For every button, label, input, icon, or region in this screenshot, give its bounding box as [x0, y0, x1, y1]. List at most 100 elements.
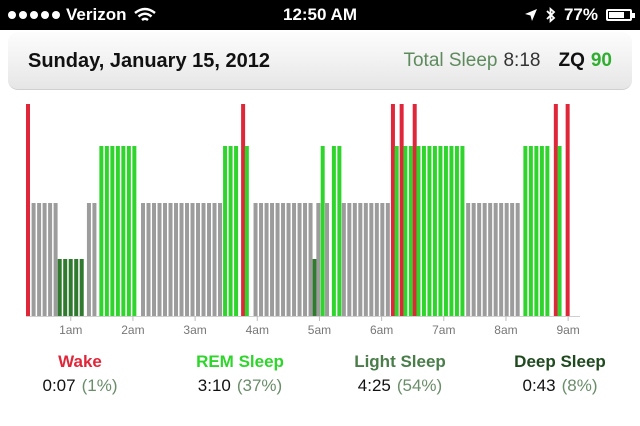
- stage-bar: [126, 146, 131, 316]
- header-card: Sunday, January 15, 2012 Total Sleep 8:1…: [8, 32, 632, 90]
- stage-bar: [374, 203, 379, 316]
- stage-bar: [380, 203, 385, 316]
- stage-segment-light: [341, 203, 390, 316]
- stage-bar: [57, 259, 62, 316]
- location-icon: [524, 9, 537, 21]
- stage-bar: [196, 203, 201, 316]
- stage-bar: [115, 146, 120, 316]
- legend-percent: (37%): [236, 376, 283, 395]
- carrier: Verizon: [8, 5, 157, 25]
- legend-label: Light Sleep: [354, 352, 446, 371]
- stage-bar: [477, 203, 482, 316]
- x-tick-label: 9am: [556, 323, 579, 336]
- stage-bar: [275, 203, 280, 316]
- sleep-graph: 1am 2am 3am 4am 5am 6am 7am 8am 9am: [26, 104, 580, 336]
- legend-percent: (8%): [561, 376, 598, 395]
- stage-segment-light: [316, 203, 321, 316]
- stage-bar: [316, 203, 321, 316]
- stage-bar: [347, 203, 352, 316]
- stage-bar: [510, 203, 515, 316]
- stage-bar: [341, 203, 346, 316]
- stage-bar: [565, 104, 570, 316]
- stage-segment-light: [466, 203, 520, 316]
- legend-duration: 0:43: [522, 376, 556, 395]
- stage-bar: [545, 146, 550, 316]
- stage-bar: [528, 146, 533, 316]
- stage-bar: [201, 203, 206, 316]
- stage-bar: [408, 146, 413, 316]
- stage-bar: [253, 203, 258, 316]
- legend-label: Wake: [58, 352, 102, 371]
- stage-bar: [553, 104, 558, 316]
- wifi-icon: [134, 7, 157, 22]
- stage-bar: [308, 203, 313, 316]
- stage-segment-wake: [26, 104, 30, 316]
- stage-segment-rem: [223, 146, 239, 316]
- stage-bar: [68, 259, 73, 316]
- stage-bar: [174, 203, 179, 316]
- stage-bar: [31, 203, 36, 316]
- stage-bar: [228, 146, 233, 316]
- stage-bar: [493, 203, 498, 316]
- stage-bar: [152, 203, 157, 316]
- stage-bar: [86, 203, 91, 316]
- stage-bar: [99, 146, 104, 316]
- stage-bar: [264, 203, 269, 316]
- stage-bar: [281, 203, 286, 316]
- stage-bar: [146, 203, 151, 316]
- zq-value: 90: [590, 50, 612, 71]
- x-tick-label: 1am: [59, 323, 82, 336]
- stage-bar: [259, 203, 264, 316]
- status-bar: Verizon 12:50 AM 77%: [0, 0, 640, 30]
- stage-bar: [369, 203, 374, 316]
- x-tick-label: 6am: [370, 323, 393, 336]
- stage-bar: [399, 104, 404, 316]
- stage-bar: [53, 203, 58, 316]
- stage-bar: [110, 146, 115, 316]
- stage-bar: [163, 203, 168, 316]
- stage-bar: [132, 146, 137, 316]
- stage-bar: [297, 203, 302, 316]
- stage-bar: [352, 203, 357, 316]
- stage-bar: [104, 146, 109, 316]
- stage-bar: [358, 203, 363, 316]
- stage-segment-rem: [331, 146, 342, 316]
- stage-segment-rem: [394, 146, 399, 316]
- battery-icon: [606, 9, 635, 21]
- stage-bar: [394, 146, 399, 316]
- stage-segment-rem: [523, 146, 550, 316]
- signal-strength-icon: [8, 11, 60, 19]
- total-sleep-label: Total Sleep: [403, 50, 498, 71]
- stage-bar: [471, 203, 476, 316]
- stage-bar: [48, 203, 53, 316]
- legend-duration: 0:07: [42, 376, 76, 395]
- stage-bar: [515, 203, 520, 316]
- status-right: 77%: [524, 5, 635, 25]
- stage-segment-deep: [57, 259, 84, 316]
- stage-bar: [244, 146, 249, 316]
- bluetooth-icon: [546, 7, 556, 23]
- stage-segment-rem: [320, 146, 325, 316]
- stage-bar: [292, 203, 297, 316]
- stage-bar: [390, 104, 395, 316]
- stage-segment-light: [86, 203, 97, 316]
- stage-bar: [466, 203, 471, 316]
- carrier-name: Verizon: [66, 5, 127, 24]
- stage-bar: [539, 146, 544, 316]
- stage-bar: [499, 203, 504, 316]
- total-sleep-value: 8:18: [503, 50, 541, 71]
- stage-bar: [416, 146, 421, 316]
- stage-bar: [363, 203, 368, 316]
- stage-segment-rem: [416, 146, 465, 316]
- stage-bar: [185, 203, 190, 316]
- stage-bar: [241, 104, 246, 316]
- stage-bar: [320, 146, 325, 316]
- stage-segment-wake: [565, 104, 570, 316]
- stage-bar: [460, 146, 465, 316]
- stage-bar: [534, 146, 539, 316]
- stage-segment-wake: [399, 104, 404, 316]
- battery-percent: 77%: [563, 5, 598, 24]
- date-title: Sunday, January 15, 2012: [28, 50, 270, 72]
- stage-bar: [488, 203, 493, 316]
- legend-label: Deep Sleep: [514, 352, 606, 371]
